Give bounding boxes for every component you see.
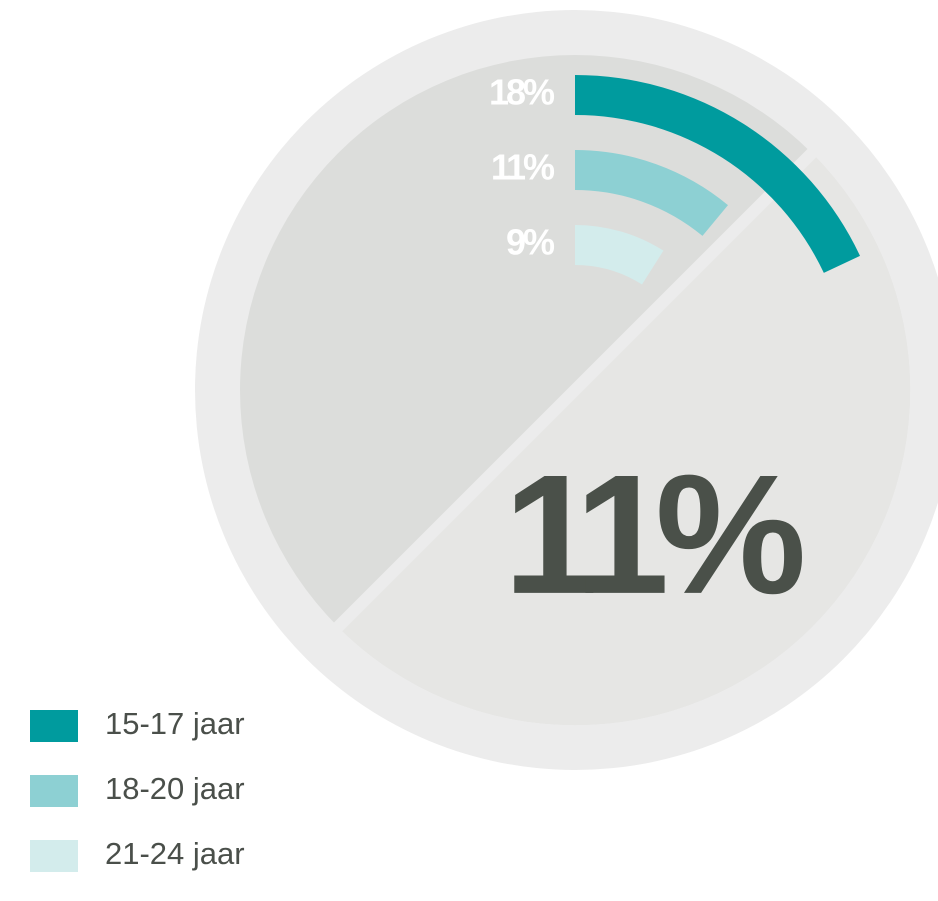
radial-bar [575, 150, 728, 236]
value-label: 18% [489, 72, 555, 113]
radial-bar [575, 225, 664, 285]
legend-swatch [30, 840, 78, 872]
legend-label: 21-24 jaar [105, 836, 245, 871]
legend-label: 18-20 jaar [105, 771, 245, 806]
annotation: 11% [504, 440, 803, 630]
lower-half [338, 153, 911, 726]
value-label: 9% [506, 222, 555, 263]
radial-bar [575, 75, 861, 273]
legend-swatch [30, 775, 78, 807]
value-label: 11% [491, 147, 555, 188]
legend-swatch [30, 710, 78, 742]
divider [330, 145, 820, 635]
legend-label: 15-17 jaar [105, 706, 245, 741]
